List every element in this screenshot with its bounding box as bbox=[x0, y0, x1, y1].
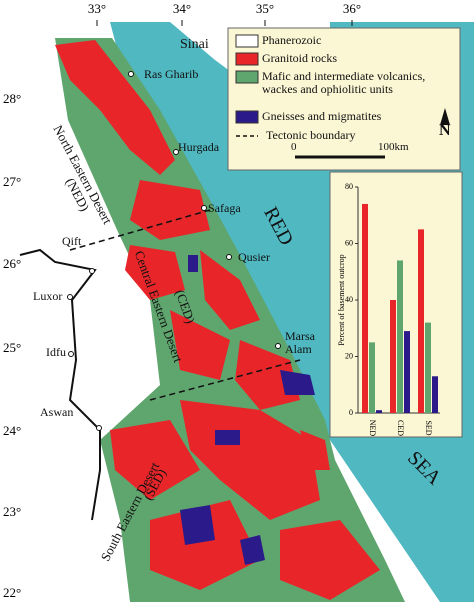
legend-label: Mafic and intermediate volcanics, wackes… bbox=[262, 69, 426, 96]
longitude-label: 36° bbox=[343, 1, 361, 16]
bar bbox=[390, 300, 396, 413]
place-label: Sinai bbox=[180, 37, 209, 52]
bar bbox=[376, 410, 382, 413]
scale-label: 0 bbox=[291, 141, 297, 153]
bar bbox=[369, 342, 375, 413]
town-dot bbox=[201, 205, 207, 211]
place-label: Marsa Alam bbox=[285, 329, 315, 356]
legend-label: Granitoid rocks bbox=[262, 51, 337, 65]
place-label: Qusier bbox=[238, 250, 270, 264]
tectonic-boundary bbox=[69, 209, 211, 251]
x-tick-label: NED bbox=[368, 420, 377, 437]
bar bbox=[397, 260, 403, 413]
latitude-label: 22° bbox=[3, 585, 21, 600]
bar bbox=[418, 229, 424, 413]
y-tick-label: 60 bbox=[345, 238, 353, 247]
legend-label: Gneisses and migmatites bbox=[262, 109, 382, 123]
town-dot bbox=[67, 294, 73, 300]
place-label: Safaga bbox=[208, 201, 241, 215]
gneiss-patches bbox=[180, 255, 315, 565]
y-tick-label: 40 bbox=[345, 295, 353, 304]
longitude-label: 35° bbox=[256, 1, 274, 16]
north-label: N bbox=[439, 122, 451, 139]
x-tick-label: SED bbox=[424, 420, 433, 435]
nile-border bbox=[19, 248, 101, 521]
y-tick-label: 80 bbox=[345, 182, 353, 191]
longitude-label: 33° bbox=[88, 1, 106, 16]
town-dot bbox=[96, 425, 102, 431]
y-tick-label: 20 bbox=[345, 351, 353, 360]
place-label: Luxor bbox=[33, 289, 63, 303]
granitoid-patches bbox=[55, 40, 380, 600]
bar bbox=[432, 376, 438, 413]
legend-label: Tectonic boundary bbox=[266, 128, 356, 142]
bar bbox=[404, 331, 410, 413]
place-label: Qift bbox=[62, 234, 82, 248]
town-dot bbox=[173, 149, 179, 155]
legend-box bbox=[227, 27, 461, 171]
legend-label: Phanerozoic bbox=[262, 33, 322, 47]
bar bbox=[425, 322, 431, 413]
tectonic-boundary bbox=[149, 359, 301, 401]
place-label: Ras Gharib bbox=[144, 67, 199, 81]
latitude-label: 28° bbox=[3, 91, 21, 106]
north-arrow bbox=[440, 108, 450, 125]
scale-label: 100km bbox=[378, 141, 409, 153]
latitude-label: 27° bbox=[3, 174, 21, 189]
y-axis-title: Percent of basement outcrop bbox=[337, 254, 346, 345]
legend-swatch bbox=[235, 34, 259, 48]
latitude-label: 25° bbox=[3, 340, 21, 355]
town-dot bbox=[275, 343, 281, 349]
bar bbox=[362, 203, 368, 413]
town-dot bbox=[128, 71, 134, 77]
legend-swatch bbox=[235, 70, 259, 84]
town-dot bbox=[89, 268, 95, 274]
latitude-label: 26° bbox=[3, 256, 21, 271]
longitude-label: 34° bbox=[173, 1, 191, 16]
latitude-label: 23° bbox=[3, 504, 21, 519]
place-label: Hurgada bbox=[178, 140, 220, 154]
x-tick-label: CED bbox=[396, 420, 405, 436]
legend-swatch bbox=[235, 52, 259, 66]
latitude-label: 24° bbox=[3, 423, 21, 438]
legend-swatch bbox=[235, 110, 259, 124]
town-dot bbox=[68, 351, 74, 357]
y-tick-label: 0 bbox=[349, 408, 353, 417]
place-label: Aswan bbox=[40, 405, 74, 419]
place-label: Idfu bbox=[46, 345, 66, 359]
town-dot bbox=[226, 254, 232, 260]
